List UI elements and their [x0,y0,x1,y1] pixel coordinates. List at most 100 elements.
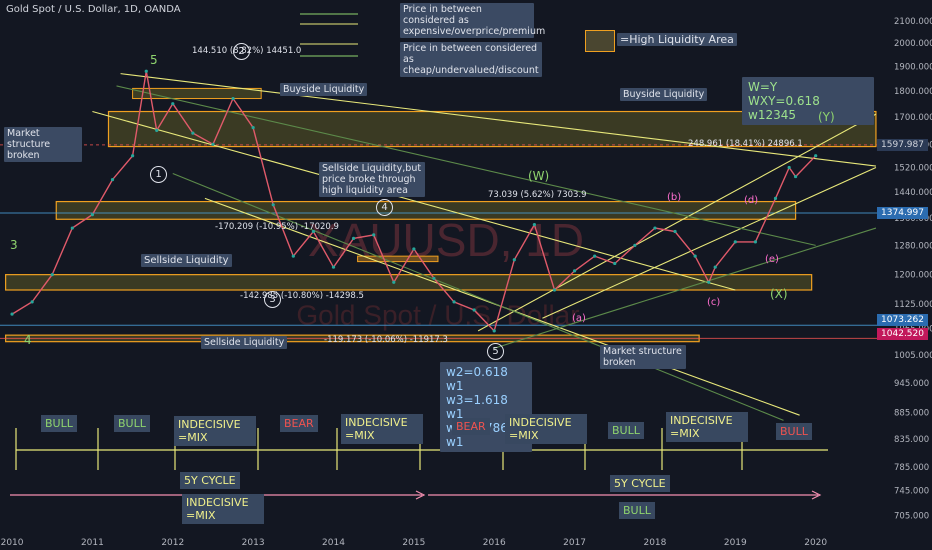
y-tick-7: 1520.000 [894,164,932,174]
measurement-6: 248.961 (18.41%) 24896.1 [688,139,803,149]
measurement-2: -170.209 (-10.95%) -17020.9 [215,222,339,232]
x-axis-bg [0,532,932,550]
cycle-5y-label-1: 5Y CYCLE [180,472,240,489]
cycle-label-8: BULL [608,422,644,439]
price-point-12 [231,96,235,101]
cycle-label-2: BULL [114,415,150,432]
wave-g3: 3 [10,238,18,252]
y-tick-20: 705.000 [894,512,929,522]
y-tick-16: 885.000 [894,409,929,419]
y-tick-14: 1005.000 [894,351,932,361]
wave-X: (X) [770,287,788,301]
price-tag-4: 1042.520 [877,328,928,340]
price-point-8 [155,128,159,132]
price-point-11 [211,142,215,146]
buyside-note-1: Buyside Liquidity [280,83,368,96]
price-point-0 [10,312,14,316]
wxy-note: W=Y WXY=0.618 w12345 [742,77,874,125]
price-point-28 [552,288,557,292]
y-tick-17: 835.000 [894,435,929,445]
y-tick-18: 785.000 [894,463,929,473]
price-tag-1: 1597.987 [877,139,928,151]
high-liquidity-area-top [132,87,262,100]
cycle-5y-label-2: 5Y CYCLE [610,475,670,492]
wave-4-marker: 4 [376,199,393,216]
price-point-25 [492,329,496,333]
price-point-36 [707,280,711,284]
cycle-label-10: BULL [776,423,812,440]
watermark-symbol: XAUUSD, 1D [308,214,584,266]
x-tick-2013: 2013 [242,538,265,548]
wave-Y: (Y) [818,110,835,124]
fib-line2: w3=1.618 w1 [446,393,508,421]
price-point-3 [70,226,74,230]
sellside-broke-note: Sellside Liquidity,but price broke throu… [319,162,425,197]
price-point-22 [432,276,436,281]
fib-line1: w2=0.618 w1 [446,365,508,393]
price-point-15 [291,254,295,258]
price-point-40 [773,196,778,200]
legend-expensive: Price in between considered as expensive… [400,3,545,38]
cycle-label-5: INDECISIVE =MIX [341,414,423,444]
measurement-5: 73.039 (5.62%) 7303.9 [488,190,587,200]
wave-W: (W) [528,169,550,183]
price-point-33 [653,226,657,230]
price-point-35 [693,254,697,258]
cycle-label-7: INDECISIVE =MIX [505,414,587,444]
wave-5-marker: 5 [487,343,504,360]
cycle-label-4: BEAR [280,415,318,432]
sellside-note-2: Sellside Liquidity [201,336,288,349]
cycle-label-3: INDECISIVE =MIX [174,416,256,446]
price-series-line [11,71,817,333]
x-tick-2016: 2016 [483,538,506,548]
cycle-arrow-2-head [811,490,822,500]
price-point-20 [392,280,396,284]
x-tick-2010: 2010 [1,538,24,548]
price-point-27 [532,223,537,227]
price-point-37 [713,265,717,269]
price-tag-3: 1073.262 [877,314,928,326]
wave-3-marker: 3 [264,291,281,308]
wave-a: (a) [572,313,586,324]
legend-cheap: Price in between considered as cheap/und… [400,42,542,77]
trend-line-2 [92,110,736,291]
trend-line-5 [542,167,877,319]
cycle-label-1: BULL [41,415,77,432]
x-tick-2020: 2020 [804,538,827,548]
chart-title: Gold Spot / U.S. Dollar, 1D, OANDA [6,4,181,15]
wave-c: (c) [707,297,721,308]
price-point-41 [787,165,791,170]
legend-hla-swatch [585,30,615,52]
price-point-24 [472,308,476,312]
y-tick-8: 1440.000 [894,188,932,198]
measurement-4: -119.173 (-10.06%) -11917.3 [324,335,448,345]
cycle-arrow-1-head [415,490,426,500]
price-point-26 [512,258,516,262]
wave-g4: 4 [24,333,32,347]
price-point-6 [130,154,135,158]
y-tick-4: 1800.000 [894,87,932,97]
price-point-39 [753,240,758,244]
x-tick-2018: 2018 [643,538,666,548]
wave-1-marker: 1 [150,166,167,183]
x-tick-2011: 2011 [81,538,104,548]
x-tick-2017: 2017 [563,538,586,548]
x-tick-2015: 2015 [402,538,425,548]
y-tick-19: 745.000 [894,487,929,497]
price-point-43 [814,154,818,158]
fib-note: w2=0.618 w1 w3=1.618 w1 w5=0.786 w1 [440,362,532,452]
wave-d: (d) [744,195,759,206]
market-structure-note-2: Market structure broken [600,345,686,369]
legend-hla-label: =High Liquidity Area [617,33,737,46]
price-point-34 [673,229,677,234]
price-point-42 [793,174,798,179]
bottom-bull-label: BULL [619,502,655,519]
price-point-14 [271,203,275,207]
y-tick-2: 2000.000 [894,39,932,49]
price-point-9 [171,102,175,106]
price-tag-2: 1374.997 [877,207,928,219]
trend-line-4 [477,113,877,332]
wave-e: (e) [765,254,779,265]
high-liquidity-area-2 [55,200,797,220]
